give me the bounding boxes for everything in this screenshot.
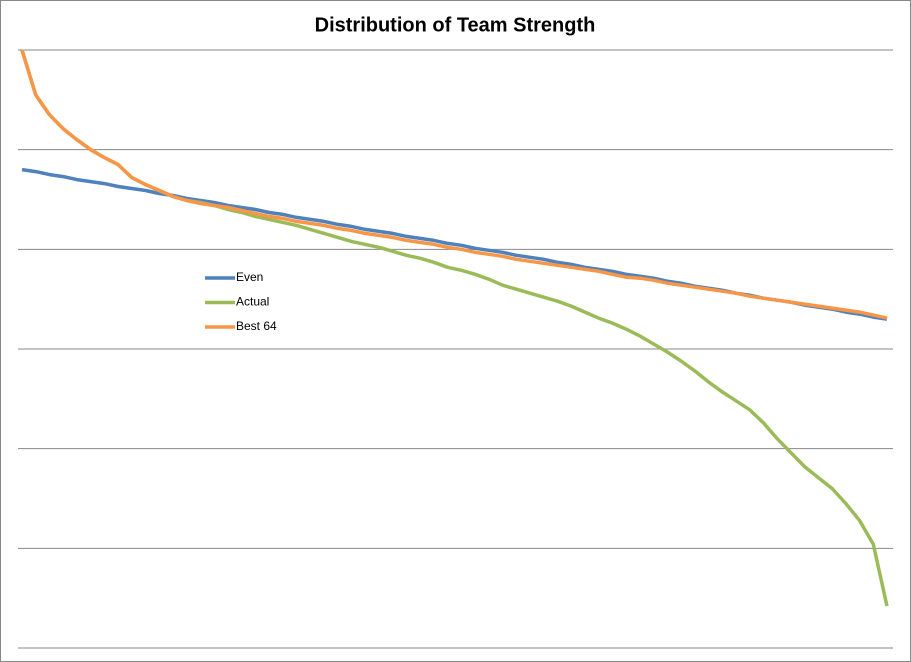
chart-title: Distribution of Team Strength <box>315 14 596 36</box>
line-series <box>20 49 888 320</box>
legend-label: Actual <box>236 295 269 309</box>
legend-label: Best 64 <box>236 319 277 333</box>
legend-label: Even <box>236 270 263 284</box>
